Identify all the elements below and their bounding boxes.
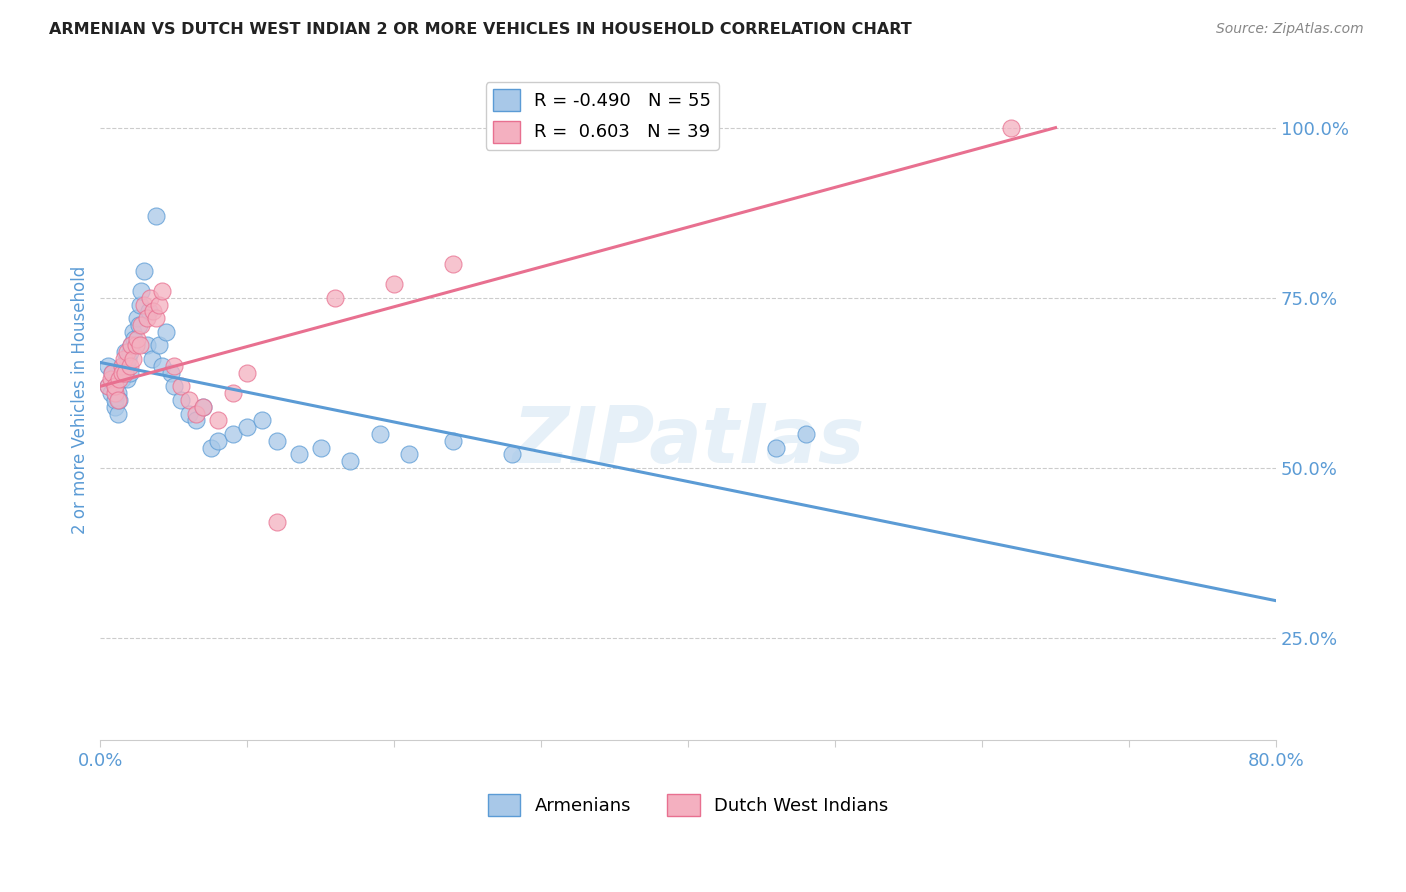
Point [136,311,159,326]
Point [121,352,143,367]
Point [250,413,273,427]
Point [101,366,124,380]
Point [339,454,361,468]
Point [193,400,215,414]
Point [441,257,464,271]
Point [104,400,127,414]
Point [114,345,136,359]
Point [160,366,183,380]
Point [97,379,120,393]
Point [368,426,391,441]
Point [266,516,288,530]
Point [115,345,138,359]
Point [111,366,134,380]
Point [97,359,120,373]
Point [111,359,134,373]
Point [398,447,420,461]
Point [107,407,129,421]
Point [114,366,136,380]
Point [100,386,122,401]
Y-axis label: 2 or more Vehicles in Household: 2 or more Vehicles in Household [72,266,89,534]
Point [131,318,153,332]
Point [155,325,177,339]
Point [221,386,243,401]
Point [141,352,163,367]
Point [108,372,131,386]
Point [193,400,215,414]
Point [150,359,173,373]
Point [118,359,141,373]
Point [134,263,156,277]
Point [1000,120,1022,135]
Point [107,392,129,407]
Point [111,372,134,386]
Point [207,434,229,448]
Point [266,434,288,448]
Point [148,338,170,352]
Point [117,352,139,367]
Point [104,392,127,407]
Point [236,366,259,380]
Point [127,311,149,326]
Point [138,304,160,318]
Point [170,392,193,407]
Text: ZIPatlas: ZIPatlas [512,403,865,479]
Point [120,338,142,352]
Text: Source: ZipAtlas.com: Source: ZipAtlas.com [1216,22,1364,37]
Point [111,359,134,373]
Point [170,379,193,393]
Point [131,284,153,298]
Point [184,413,207,427]
Point [101,366,124,380]
Text: ARMENIAN VS DUTCH WEST INDIAN 2 OR MORE VEHICLES IN HOUSEHOLD CORRELATION CHART: ARMENIAN VS DUTCH WEST INDIAN 2 OR MORE … [49,22,912,37]
Point [124,338,146,352]
Point [120,338,142,352]
Point [129,297,152,311]
Point [221,426,243,441]
Point [142,304,165,318]
Point [163,359,186,373]
Legend: Armenians, Dutch West Indians: Armenians, Dutch West Indians [481,787,896,823]
Point [148,297,170,311]
Point [501,447,523,461]
Point [104,379,127,393]
Point [200,441,222,455]
Point [118,366,141,380]
Point [134,297,156,311]
Point [765,441,787,455]
Point [177,407,200,421]
Point [145,311,167,326]
Point [97,379,120,393]
Point [163,379,186,393]
Point [112,366,135,380]
Point [207,413,229,427]
Point [184,407,207,421]
Point [145,209,167,223]
Point [118,345,141,359]
Point [287,447,309,461]
Point [441,434,464,448]
Point [794,426,817,441]
Point [136,338,159,352]
Point [325,291,347,305]
Point [112,352,135,367]
Point [115,359,138,373]
Point [150,284,173,298]
Point [177,392,200,407]
Point [236,420,259,434]
Point [121,325,143,339]
Point [115,372,138,386]
Point [108,392,131,407]
Point [104,386,127,401]
Point [127,332,149,346]
Point [104,379,127,393]
Point [122,332,145,346]
Point [128,318,150,332]
Point [107,386,129,401]
Point [309,441,332,455]
Point [129,338,152,352]
Point [100,372,122,386]
Point [139,291,162,305]
Point [382,277,405,292]
